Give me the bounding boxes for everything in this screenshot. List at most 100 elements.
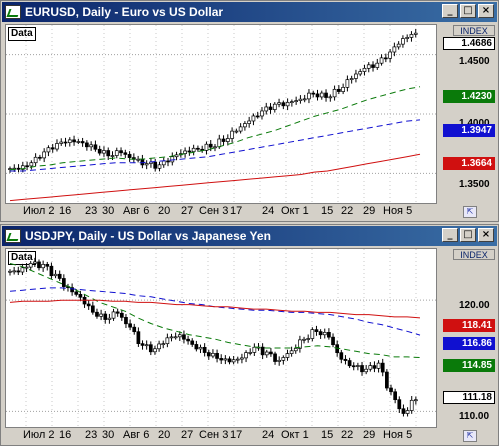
candle-body — [315, 93, 320, 98]
candle-body — [144, 344, 149, 347]
candle-body — [251, 115, 256, 122]
candlestick-chart — [6, 249, 436, 427]
candle-body — [103, 313, 108, 320]
candle-body — [161, 343, 166, 346]
candle-body — [183, 150, 187, 154]
candle-body — [86, 303, 91, 307]
candle-body — [97, 148, 102, 154]
close-button[interactable]: × — [478, 4, 494, 18]
minimize-button[interactable]: _ — [442, 228, 458, 242]
candle-body — [322, 332, 327, 336]
time-axis: Июл 2 16 23 30 Авг 6 20 27 Сен 3 17 24 Окт 1 15 22 29… — [5, 204, 437, 220]
candle-body — [371, 64, 375, 68]
candle-body — [331, 336, 335, 346]
candle-body — [318, 331, 323, 336]
price-axis: INDEX 1.4686 1.4500 1.4000 1.3500 1.4230… — [437, 24, 497, 204]
candle-body — [260, 346, 265, 356]
candle-body — [204, 143, 209, 151]
window-title: USDJPY, Daily - US Dollar vs Japanese Ye… — [25, 229, 271, 243]
candle-body — [219, 358, 224, 361]
candle-body — [148, 344, 153, 353]
candle-body — [99, 313, 103, 317]
fit-chart-icon[interactable]: ⇱ — [463, 430, 477, 442]
candle-body — [191, 147, 196, 152]
candle-body — [186, 338, 190, 342]
candle-body — [319, 92, 324, 98]
candle-body — [368, 365, 373, 370]
candle-body — [414, 399, 418, 402]
moving-average-line — [10, 119, 421, 172]
title-bar[interactable]: EURUSD, Daily - Euro vs US Dollar _ □ × — [2, 2, 497, 22]
candle-body — [393, 391, 398, 401]
candle-body — [132, 326, 137, 333]
candle-body — [332, 88, 337, 98]
candle-body — [53, 273, 58, 277]
candle-body — [339, 352, 344, 360]
maximize-button[interactable]: □ — [460, 4, 476, 18]
close-button[interactable]: × — [478, 228, 494, 242]
candle-body — [12, 270, 16, 273]
fit-chart-icon[interactable]: ⇱ — [463, 206, 477, 218]
candle-body — [213, 146, 217, 149]
candle-body — [182, 334, 186, 340]
minimize-button[interactable]: _ — [442, 4, 458, 18]
candle-body — [194, 344, 199, 350]
candle-body — [345, 79, 350, 88]
candle-body — [264, 106, 269, 112]
candle-body — [202, 346, 207, 353]
candle-body — [78, 294, 83, 298]
price-chart-area[interactable]: Data — [5, 24, 437, 204]
candle-body — [136, 158, 140, 161]
y-tick-label: 1.3500 — [459, 179, 490, 190]
candle-body — [366, 64, 371, 69]
candle-body — [383, 57, 388, 60]
index-button[interactable]: INDEX — [453, 249, 495, 260]
x-tick-label: Июл 2 — [23, 205, 55, 217]
maximize-button[interactable]: □ — [460, 228, 476, 242]
candle-body — [106, 150, 111, 157]
candle-body — [409, 34, 414, 38]
candle-body — [356, 365, 360, 367]
candle-body — [268, 106, 273, 110]
index-button[interactable]: INDEX — [453, 25, 495, 36]
candle-body — [61, 278, 66, 287]
x-tick-label: 22 — [341, 429, 354, 441]
current-price-box: 111.18 — [443, 391, 495, 404]
candle-body — [273, 353, 277, 362]
x-tick-label: Ноя 5 — [383, 429, 413, 441]
moving-average-line — [9, 299, 421, 319]
candle-body — [324, 92, 328, 98]
candle-body — [107, 317, 112, 320]
x-tick-label: Сен 3 — [199, 429, 229, 441]
candle-body — [327, 332, 331, 338]
x-tick-label: 22 — [341, 205, 354, 217]
candle-body — [206, 352, 211, 357]
chart-window-usdjpy[interactable]: USDJPY, Daily - US Dollar vs Japanese Ye… — [0, 224, 499, 446]
x-tick-label: 24 — [262, 205, 275, 217]
candle-body — [55, 143, 59, 150]
candle-body — [110, 155, 115, 157]
price-chart-area[interactable]: Data — [5, 248, 437, 428]
candle-body — [63, 141, 68, 144]
candle-body — [20, 267, 25, 273]
candle-body — [161, 160, 166, 166]
x-tick-label: 16 — [59, 205, 72, 217]
candle-body — [102, 150, 106, 154]
candle-body — [362, 67, 367, 72]
time-axis: Июл 2 16 23 30 Авг 6 20 27 Сен 3 17 24 Окт 1 15 22 29… — [5, 428, 437, 444]
moving-average-line — [9, 153, 421, 202]
title-bar[interactable]: USDJPY, Daily - US Dollar vs Japanese Ye… — [2, 226, 497, 246]
candle-body — [50, 147, 55, 150]
candle-body — [290, 101, 294, 104]
candle-body — [264, 351, 269, 356]
candle-body — [153, 161, 158, 169]
chart-window-eurusd[interactable]: EURUSD, Daily - Euro vs US Dollar _ □ × … — [0, 0, 499, 222]
candle-body — [285, 102, 290, 107]
x-tick-label: 29 — [363, 429, 376, 441]
candle-body — [57, 273, 62, 279]
candle-body — [177, 334, 182, 338]
candle-body — [380, 362, 385, 373]
candle-body — [223, 358, 228, 361]
candle-body — [281, 357, 286, 361]
moving-average-line — [9, 263, 421, 358]
